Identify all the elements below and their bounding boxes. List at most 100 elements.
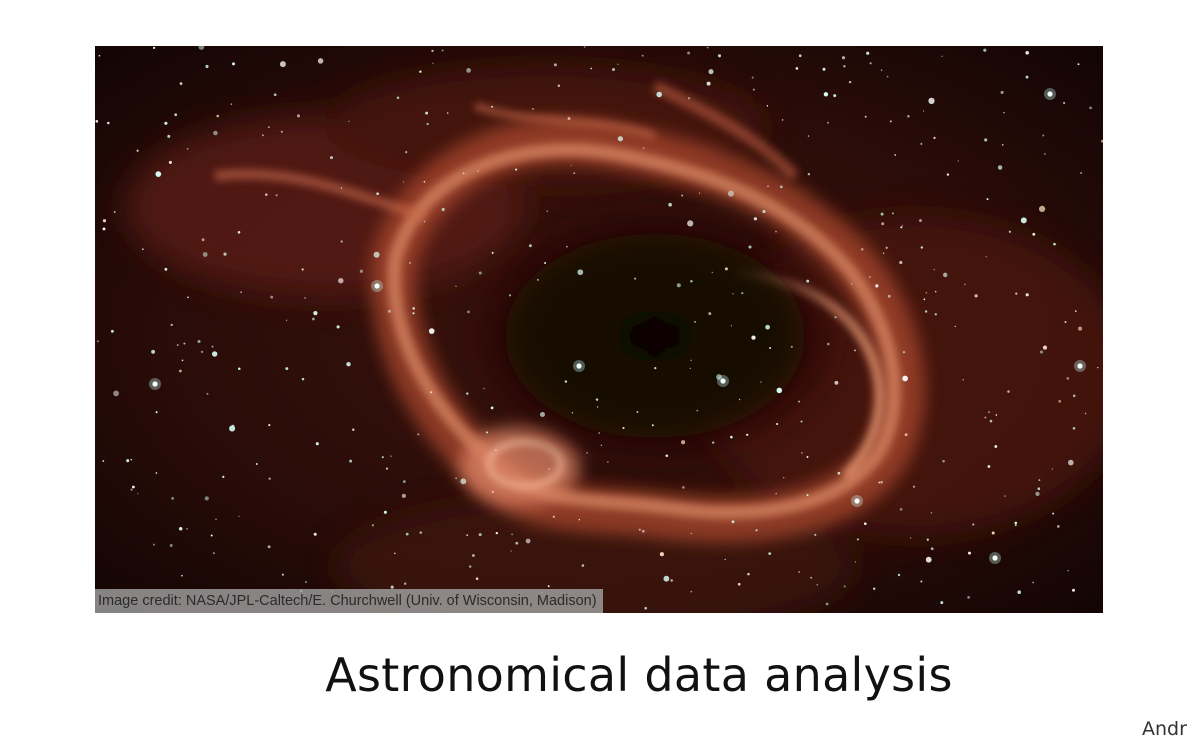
star — [795, 67, 799, 70]
star — [930, 547, 934, 551]
star — [642, 147, 645, 149]
star — [991, 531, 995, 535]
star — [381, 456, 384, 459]
star — [607, 461, 609, 463]
star — [261, 134, 264, 137]
star — [223, 252, 227, 256]
star — [696, 409, 699, 412]
author-name-fragment: Andr — [1142, 718, 1187, 736]
star — [706, 81, 711, 86]
star — [1042, 134, 1045, 137]
star — [577, 269, 584, 276]
star — [708, 69, 714, 75]
star — [1014, 521, 1018, 525]
star — [231, 424, 235, 428]
star — [612, 68, 615, 71]
star — [142, 248, 144, 250]
star — [313, 532, 317, 536]
star — [706, 46, 709, 49]
star — [641, 54, 644, 57]
star — [834, 380, 839, 385]
star — [926, 538, 929, 541]
star — [280, 130, 283, 133]
star — [1058, 399, 1062, 403]
star — [972, 523, 975, 526]
nebula-image: Image credit: NASA/JPL-Caltech/E. Church… — [95, 46, 1103, 613]
star — [622, 426, 625, 430]
star — [781, 119, 784, 121]
star — [510, 550, 512, 552]
star — [638, 528, 641, 531]
star — [107, 121, 110, 125]
bright-star — [576, 363, 582, 369]
star — [546, 210, 548, 212]
star — [186, 148, 189, 150]
star — [690, 590, 693, 593]
star — [113, 390, 119, 397]
star — [567, 117, 571, 120]
star — [126, 459, 130, 463]
bright-star — [992, 555, 998, 561]
star — [752, 88, 755, 91]
star — [371, 524, 375, 527]
star — [475, 577, 479, 581]
star — [174, 113, 178, 117]
star — [412, 312, 415, 315]
star — [1001, 144, 1004, 146]
star — [1101, 139, 1103, 143]
star — [95, 119, 99, 123]
star — [1066, 377, 1070, 380]
star — [644, 606, 648, 610]
star — [730, 435, 733, 439]
star — [168, 160, 172, 164]
star — [807, 172, 811, 176]
star — [346, 361, 351, 367]
star — [255, 463, 258, 465]
star — [984, 416, 987, 419]
star — [267, 545, 271, 549]
star — [155, 472, 158, 474]
star — [169, 544, 173, 547]
star — [423, 220, 426, 223]
star — [766, 105, 769, 107]
star — [869, 62, 872, 65]
star — [385, 467, 389, 470]
star — [304, 296, 307, 299]
star — [1025, 51, 1029, 55]
star — [296, 114, 301, 118]
star — [557, 84, 561, 87]
star — [670, 579, 673, 582]
star — [889, 120, 892, 123]
star — [590, 67, 593, 70]
star — [775, 230, 777, 233]
star — [765, 324, 770, 330]
star — [102, 460, 105, 462]
star — [617, 63, 619, 66]
star — [904, 433, 908, 437]
star — [216, 114, 220, 118]
bright-star — [720, 378, 726, 384]
star — [833, 94, 837, 98]
star — [1074, 310, 1077, 312]
star — [922, 110, 925, 112]
star — [957, 160, 959, 162]
star — [843, 585, 846, 588]
star — [894, 154, 897, 156]
star — [462, 172, 465, 175]
star — [1053, 242, 1056, 246]
star — [885, 246, 888, 249]
star — [583, 46, 586, 48]
star — [942, 272, 948, 278]
star — [909, 537, 912, 539]
star — [659, 552, 664, 557]
star — [656, 91, 662, 98]
star — [806, 279, 810, 283]
star — [974, 294, 978, 298]
star — [508, 294, 512, 297]
star — [155, 171, 162, 177]
star — [880, 212, 884, 216]
star — [359, 269, 363, 273]
star — [329, 156, 334, 160]
star — [1039, 350, 1044, 354]
star — [532, 108, 534, 110]
